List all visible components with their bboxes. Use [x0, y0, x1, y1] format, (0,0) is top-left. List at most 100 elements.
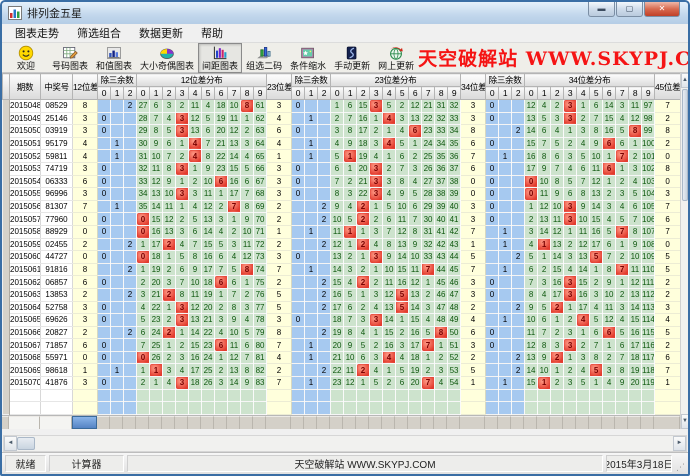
scroll-down-icon[interactable]: ▼	[681, 413, 688, 429]
remainder-cell: 0	[485, 112, 500, 126]
dist-cell: 109	[641, 250, 656, 264]
dist-cell: 3	[589, 288, 604, 302]
toolbar-button-manual-update[interactable]: 手动更新	[330, 43, 374, 73]
dist-cell	[188, 389, 203, 403]
horizontal-scrollbar[interactable]: ◄ ►	[3, 435, 687, 452]
dist-cell: 15	[356, 99, 371, 113]
dist-cell: 6	[356, 351, 371, 365]
vertical-scroll-thumb[interactable]	[682, 89, 688, 201]
toolbar-button-gap-chart[interactable]: 间距图表	[198, 42, 243, 73]
dist-cell: 5	[589, 250, 604, 264]
dist-cell: 20	[214, 124, 229, 138]
horizontal-scroll-thumb[interactable]	[17, 437, 35, 450]
menu-chart-trend[interactable]: 图表走势	[15, 28, 59, 40]
status-site-label: 天空破解站 WWW.SKYPJ.COM	[127, 455, 603, 472]
toolbar: 欢迎 号码图表 和值图表 大小奇偶图表 间距图表 组选二码 条件缩水 手动更新 网上更新 天空破…	[2, 42, 688, 73]
dist-cell: 15	[188, 338, 203, 352]
row-header-corner	[2, 73, 10, 100]
maximize-button[interactable]: ▢	[616, 2, 643, 17]
dist-cell: 11	[382, 275, 397, 289]
dist-cell: 3	[615, 187, 630, 201]
dist-cell: 4	[395, 124, 410, 138]
diff23-cell: 3	[266, 162, 293, 176]
dist-cell	[434, 389, 449, 403]
dist-cell: 12	[408, 275, 423, 289]
vertical-scrollbar[interactable]: ▲ ▼	[680, 73, 688, 429]
row-header-cell	[2, 313, 10, 327]
status-calculator-button[interactable]: 计算器	[49, 455, 124, 472]
dist-cell: 9	[602, 275, 617, 289]
menu-filter-combo[interactable]: 筛选组合	[77, 28, 121, 40]
close-button[interactable]: ✕	[644, 2, 680, 17]
toolbar-button-online-update[interactable]: 网上更新	[374, 43, 418, 73]
dist-cell: 34	[434, 137, 449, 151]
dist-cell: 37	[434, 175, 449, 189]
dist-cell: 3	[343, 187, 358, 201]
dist-cell: 9	[227, 313, 242, 327]
remainder-cell: 0	[97, 175, 111, 189]
dist-cell: 8	[537, 338, 552, 352]
dist-cell	[628, 389, 643, 403]
toolbar-button-welcome-smiley[interactable]: 欢迎	[4, 43, 48, 73]
remainder-cell	[123, 376, 138, 390]
scroll-right-icon[interactable]: ►	[673, 436, 686, 451]
subheader-dist: 9	[641, 86, 656, 100]
resize-grip[interactable]: ⋰	[676, 462, 685, 472]
toolbar-button-group-select-two[interactable]: 组选二码	[242, 43, 286, 73]
remainder-cell	[110, 389, 124, 403]
dist-cell: 15	[602, 112, 617, 126]
diff45-cell: 7	[654, 225, 682, 239]
minimize-button[interactable]: ▬	[588, 2, 615, 17]
dist-cell	[589, 389, 604, 403]
period-cell: 2015052	[9, 149, 41, 163]
remainder-cell	[317, 263, 332, 277]
remainder-cell	[304, 238, 319, 252]
scroll-up-icon[interactable]: ▲	[681, 73, 688, 88]
remainder-cell	[511, 288, 526, 302]
remainder-cell: 1	[110, 137, 124, 151]
toolbar-button-sum-chart[interactable]: 和值图表	[92, 43, 136, 73]
dist-cell: 1	[188, 162, 203, 176]
dist-cell: 6	[550, 149, 565, 163]
dist-cell: 2	[356, 212, 371, 226]
title-bar[interactable]: 排列金五星 ▬ ▢ ✕	[2, 2, 688, 24]
dist-cell	[188, 401, 203, 415]
dist-cell	[214, 389, 229, 403]
dist-cell	[550, 401, 565, 415]
dist-cell: 102	[641, 162, 656, 176]
remainder-cell	[123, 301, 138, 315]
dist-cell: 99	[641, 124, 656, 138]
dist-cell: 13	[524, 351, 539, 365]
dist-cell: 35	[136, 200, 151, 214]
toolbar-button-number-chart[interactable]: 号码图表	[48, 43, 92, 73]
remainder-cell	[304, 288, 319, 302]
dist-cell: 16	[550, 275, 565, 289]
diff12-cell: 6	[72, 175, 98, 189]
column-selector-row[interactable]	[2, 414, 680, 429]
menu-data-update[interactable]: 数据更新	[139, 28, 183, 40]
dist-cell: 17	[576, 301, 591, 315]
dist-cell: 16	[382, 338, 397, 352]
selected-column-cell[interactable]	[72, 415, 97, 429]
dist-cell: 4	[382, 187, 397, 201]
dist-cell: 38	[434, 187, 449, 201]
dist-cell: 7	[421, 338, 436, 352]
toolbar-button-size-parity-chart[interactable]: 大小奇偶图表	[136, 43, 198, 73]
col-winning-number: 中奖号	[40, 73, 73, 100]
scroll-left-icon[interactable]: ◄	[4, 436, 17, 451]
dist-cell: 7	[576, 175, 591, 189]
dist-cell: 24	[421, 137, 436, 151]
menu-help[interactable]: 帮助	[201, 28, 223, 40]
dist-cell: 2	[537, 263, 552, 277]
dist-cell: 12	[188, 301, 203, 315]
diff23-cell: 3	[266, 187, 293, 201]
dist-cell: 5	[421, 326, 436, 340]
dist-cell: 16	[408, 326, 423, 340]
toolbar-button-condition-shrink[interactable]: 条件缩水	[286, 43, 330, 73]
remainder-cell	[485, 301, 500, 315]
subheader-dist: 0	[330, 86, 345, 100]
dist-cell: 15	[628, 313, 643, 327]
dist-cell: 11	[240, 238, 255, 252]
remainder-cell	[291, 376, 306, 390]
remainder-cell: 2	[317, 200, 332, 214]
